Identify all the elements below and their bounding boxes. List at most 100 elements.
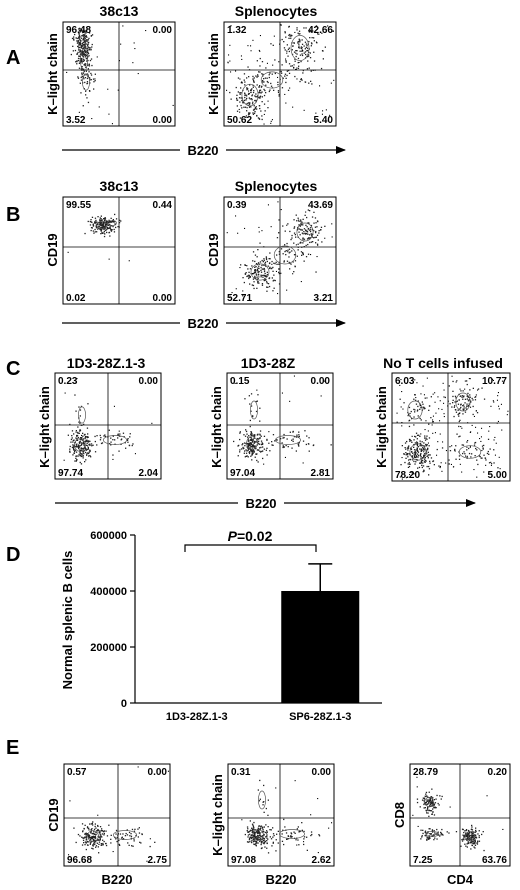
panel-e-plot-2-ylabel: K–light chain <box>210 774 225 856</box>
event-dot <box>69 451 71 453</box>
event-dot <box>293 831 295 833</box>
event-dot <box>285 60 287 62</box>
event-dot <box>79 415 81 417</box>
event-dot <box>427 796 429 798</box>
panel-b-letter: B <box>6 204 20 226</box>
event-dot <box>252 438 254 440</box>
event-dot <box>298 46 300 49</box>
event-dot <box>431 805 433 807</box>
event-dot <box>269 836 271 838</box>
event-dot <box>149 845 151 848</box>
event-dot <box>416 441 418 443</box>
event-dot <box>78 447 80 450</box>
event-dot <box>75 457 77 459</box>
event-dot <box>81 436 83 439</box>
event-dot <box>424 439 427 441</box>
event-dot <box>474 831 476 833</box>
event-dot <box>85 439 87 441</box>
event-dot <box>81 59 83 61</box>
event-dot <box>85 30 87 32</box>
event-dot <box>440 834 442 836</box>
event-dot <box>451 375 453 377</box>
event-dot <box>88 32 91 34</box>
event-dot <box>466 403 468 405</box>
event-dot <box>448 832 450 834</box>
event-dot <box>321 241 323 243</box>
event-dot <box>291 49 293 51</box>
event-dot <box>102 844 104 846</box>
event-dot <box>254 270 257 272</box>
event-dot <box>473 415 475 417</box>
event-dot <box>430 810 433 812</box>
event-dot <box>251 451 253 453</box>
event-dot <box>252 441 254 443</box>
event-dot <box>254 99 256 102</box>
event-dot <box>86 52 88 54</box>
event-dot <box>121 836 123 838</box>
event-dot <box>500 403 502 405</box>
event-dot <box>79 430 81 432</box>
event-dot <box>479 438 481 440</box>
event-dot <box>91 837 93 839</box>
event-dot <box>82 831 84 833</box>
event-dot <box>84 36 86 38</box>
event-dot <box>94 221 96 223</box>
event-dot <box>87 203 89 205</box>
event-dot <box>279 43 281 45</box>
event-dot <box>415 455 417 457</box>
event-dot <box>79 455 81 457</box>
event-dot <box>91 34 94 36</box>
event-dot <box>298 844 300 846</box>
event-dot <box>413 473 415 475</box>
event-dot <box>289 33 291 36</box>
event-dot <box>412 459 414 461</box>
event-dot <box>439 400 441 402</box>
event-dot <box>268 90 270 93</box>
event-dot <box>83 70 85 72</box>
event-dot <box>97 228 99 230</box>
event-dot <box>265 832 268 834</box>
event-dot <box>255 266 257 268</box>
event-dot <box>268 285 271 288</box>
event-dot <box>83 438 85 440</box>
event-dot <box>229 294 231 296</box>
event-dot <box>113 220 115 222</box>
event-dot <box>432 421 434 423</box>
event-dot <box>299 242 301 244</box>
event-dot <box>406 440 408 443</box>
event-dot <box>256 836 258 838</box>
panel-e-plot-1-q-ul: 0.57 <box>67 767 87 778</box>
event-dot <box>459 463 461 465</box>
event-dot <box>102 227 104 229</box>
event-dot <box>112 454 114 456</box>
event-dot <box>301 50 303 52</box>
event-dot <box>296 255 298 257</box>
event-dot <box>283 437 285 439</box>
event-dot <box>101 844 103 846</box>
event-dot <box>448 385 450 387</box>
event-dot <box>250 836 252 839</box>
event-dot <box>84 33 86 35</box>
event-dot <box>261 831 263 833</box>
event-dot <box>261 96 263 98</box>
event-dot <box>445 450 447 452</box>
event-dot <box>399 398 401 400</box>
event-dot <box>318 834 320 836</box>
event-dot <box>266 77 268 79</box>
event-dot <box>288 252 290 254</box>
density-contour <box>241 83 259 107</box>
event-dot <box>410 410 412 413</box>
event-dot <box>481 445 483 447</box>
event-dot <box>66 71 68 73</box>
event-dot <box>433 804 435 807</box>
event-dot <box>247 268 249 270</box>
event-dot <box>82 830 84 832</box>
event-dot <box>268 431 270 433</box>
event-dot <box>237 445 239 447</box>
event-dot <box>469 835 471 837</box>
event-dot <box>291 250 293 252</box>
event-dot <box>310 224 313 227</box>
event-dot <box>252 824 254 826</box>
event-dot <box>101 833 104 835</box>
event-dot <box>482 831 484 833</box>
